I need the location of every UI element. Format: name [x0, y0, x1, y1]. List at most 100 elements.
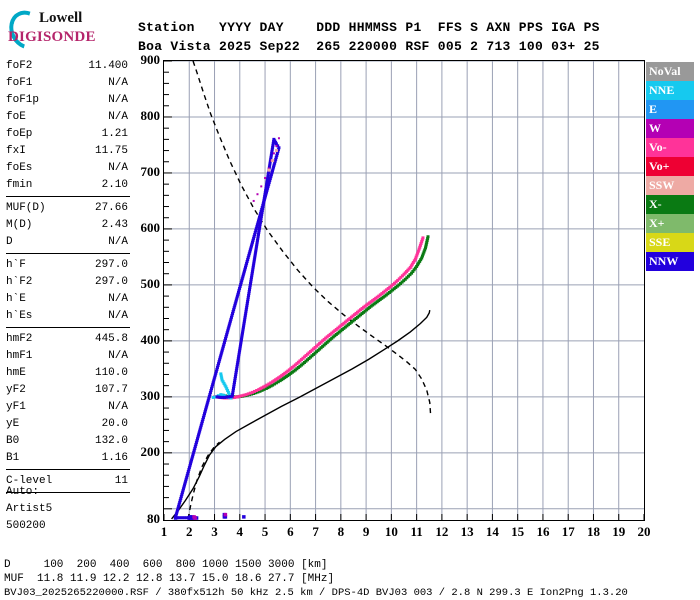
param-key: foF1p: [6, 94, 40, 106]
param-group-clevel: C-level 11: [4, 473, 132, 490]
legend-item-label: W: [649, 121, 661, 135]
x-tick-label: 7: [312, 524, 319, 539]
legend-item-vo-[interactable]: Vo+: [646, 157, 694, 176]
footer-file-row: BVJ03_2025265220000.RSF / 380fx512h 50 k…: [4, 587, 628, 599]
param-value: N/A: [108, 350, 128, 362]
legend-item-vo-[interactable]: Vo-: [646, 138, 694, 157]
param-key: M(D): [6, 219, 33, 231]
param-row: B0 132.0: [4, 433, 132, 450]
x-tick-label: 15: [511, 524, 525, 539]
logo-lowell-text: Lowell: [39, 10, 83, 26]
legend-item-label: NoVal: [649, 64, 681, 78]
param-key: hmF1: [6, 350, 33, 362]
param-row: C-level 11: [4, 473, 132, 490]
legend-item-label: X-: [649, 197, 662, 211]
param-row: foF1p N/A: [4, 92, 132, 109]
param-key: foF1: [6, 77, 33, 89]
x-tick-label: 17: [561, 524, 575, 539]
legend-item-label: Vo+: [649, 159, 670, 173]
direction-legend: NoVal NNE E W Vo- Vo+ SSW X- X+ SSE NNW: [646, 62, 694, 271]
y-tick-label: 900: [140, 52, 161, 67]
param-value: 11.75: [94, 145, 128, 157]
param-row: M(D) 2.43: [4, 217, 132, 234]
x-tick-label: 14: [485, 524, 499, 539]
param-key: h`F: [6, 259, 26, 271]
param-row: yF1 N/A: [4, 399, 132, 416]
param-group-virtual-heights: h`F 297.0 h`F2 297.0 h`E N/A h`Es N/A: [4, 257, 132, 325]
x-tick-label: 6: [287, 524, 294, 539]
param-row: h`Es N/A: [4, 308, 132, 325]
param-key: B0: [6, 435, 20, 447]
param-value: N/A: [108, 310, 128, 322]
param-row: foE N/A: [4, 109, 132, 126]
param-row: hmE 110.0: [4, 365, 132, 382]
x-tick-label: 2: [186, 524, 193, 539]
legend-item-nnw[interactable]: NNW: [646, 252, 694, 271]
x-tick-label: 4: [236, 524, 244, 539]
param-value: N/A: [108, 111, 128, 123]
param-group-muf: MUF(D) 27.66 M(D) 2.43 D N/A: [4, 200, 132, 251]
legend-item-noval[interactable]: NoVal: [646, 62, 694, 81]
legend-item-label: E: [649, 102, 658, 116]
y-tick-label: 80: [147, 511, 160, 526]
param-key: MUF(D): [6, 202, 46, 214]
param-key: hmF2: [6, 333, 33, 345]
axis-ticks: [164, 61, 644, 520]
auto-code: 500200: [6, 520, 46, 532]
param-row: yF2 107.7: [4, 382, 132, 399]
param-key: yE: [6, 418, 20, 430]
x-tick-label: 8: [337, 524, 345, 539]
x-tick-label: 18: [586, 524, 600, 539]
ionogram-canvas[interactable]: [163, 60, 645, 521]
y-tick-label: 300: [140, 387, 161, 403]
y-tick-label: 800: [140, 107, 161, 123]
param-key: D: [6, 236, 13, 248]
param-row: foEs N/A: [4, 160, 132, 177]
series-x-: [220, 235, 430, 399]
param-group-frequencies: foF2 11.400 foF1 N/A foF1p N/A foE N/A foEp 1.21 f…: [4, 58, 132, 194]
legend-item-w[interactable]: W: [646, 119, 694, 138]
param-key: h`Es: [6, 310, 33, 322]
autoscaling-info: Auto: Artist5 500200: [6, 484, 134, 535]
legend-item-x-[interactable]: X-: [646, 195, 694, 214]
param-key: fxI: [6, 145, 26, 157]
y-tick-label: 500: [140, 275, 161, 291]
param-value: N/A: [108, 77, 128, 89]
legend-item-e[interactable]: E: [646, 100, 694, 119]
param-key: h`F2: [6, 276, 33, 288]
x-tick-label: 11: [410, 524, 423, 539]
station-header-line1: Station YYYY DAY DDD HHMMSS P1 FFS S AXN…: [138, 20, 600, 35]
x-tick-label: 10: [384, 524, 398, 539]
legend-item-sse[interactable]: SSE: [646, 233, 694, 252]
legend-item-label: Vo-: [649, 140, 667, 154]
legend-item-nne[interactable]: NNE: [646, 81, 694, 100]
legend-item-label: NNE: [649, 83, 675, 97]
echo-traces: [173, 137, 430, 520]
y-tick-label: 600: [140, 219, 161, 235]
x-tick-label: 13: [460, 524, 474, 539]
divider: [6, 327, 130, 328]
param-key: hmE: [6, 367, 26, 379]
param-value: 11: [114, 475, 128, 487]
divider: [6, 469, 130, 470]
ionospheric-parameters-panel: foF2 11.400 foF1 N/A foF1p N/A foE N/A foEp 1.21 f…: [4, 58, 132, 496]
ionogram-plot-area[interactable]: [163, 60, 645, 521]
x-tick-label: 12: [435, 524, 449, 539]
param-key: foE: [6, 111, 26, 123]
series-nnw: [173, 137, 281, 520]
param-value: 107.7: [94, 384, 128, 396]
legend-item-ssw[interactable]: SSW: [646, 176, 694, 195]
param-key: h`E: [6, 293, 26, 305]
x-tick-label: 19: [612, 524, 626, 539]
param-row: fxI 11.75: [4, 143, 132, 160]
overlay-curves: [171, 61, 432, 520]
x-tick-label: 5: [261, 524, 269, 539]
divider: [6, 253, 130, 254]
param-row: MUF(D) 27.66: [4, 200, 132, 217]
legend-item-label: NNW: [649, 254, 679, 268]
legend-item-x-[interactable]: X+: [646, 214, 694, 233]
param-value: 1.16: [101, 452, 128, 464]
auto-program: Artist5: [6, 503, 53, 515]
legend-item-label: SSE: [649, 235, 671, 249]
curve: [187, 441, 221, 520]
